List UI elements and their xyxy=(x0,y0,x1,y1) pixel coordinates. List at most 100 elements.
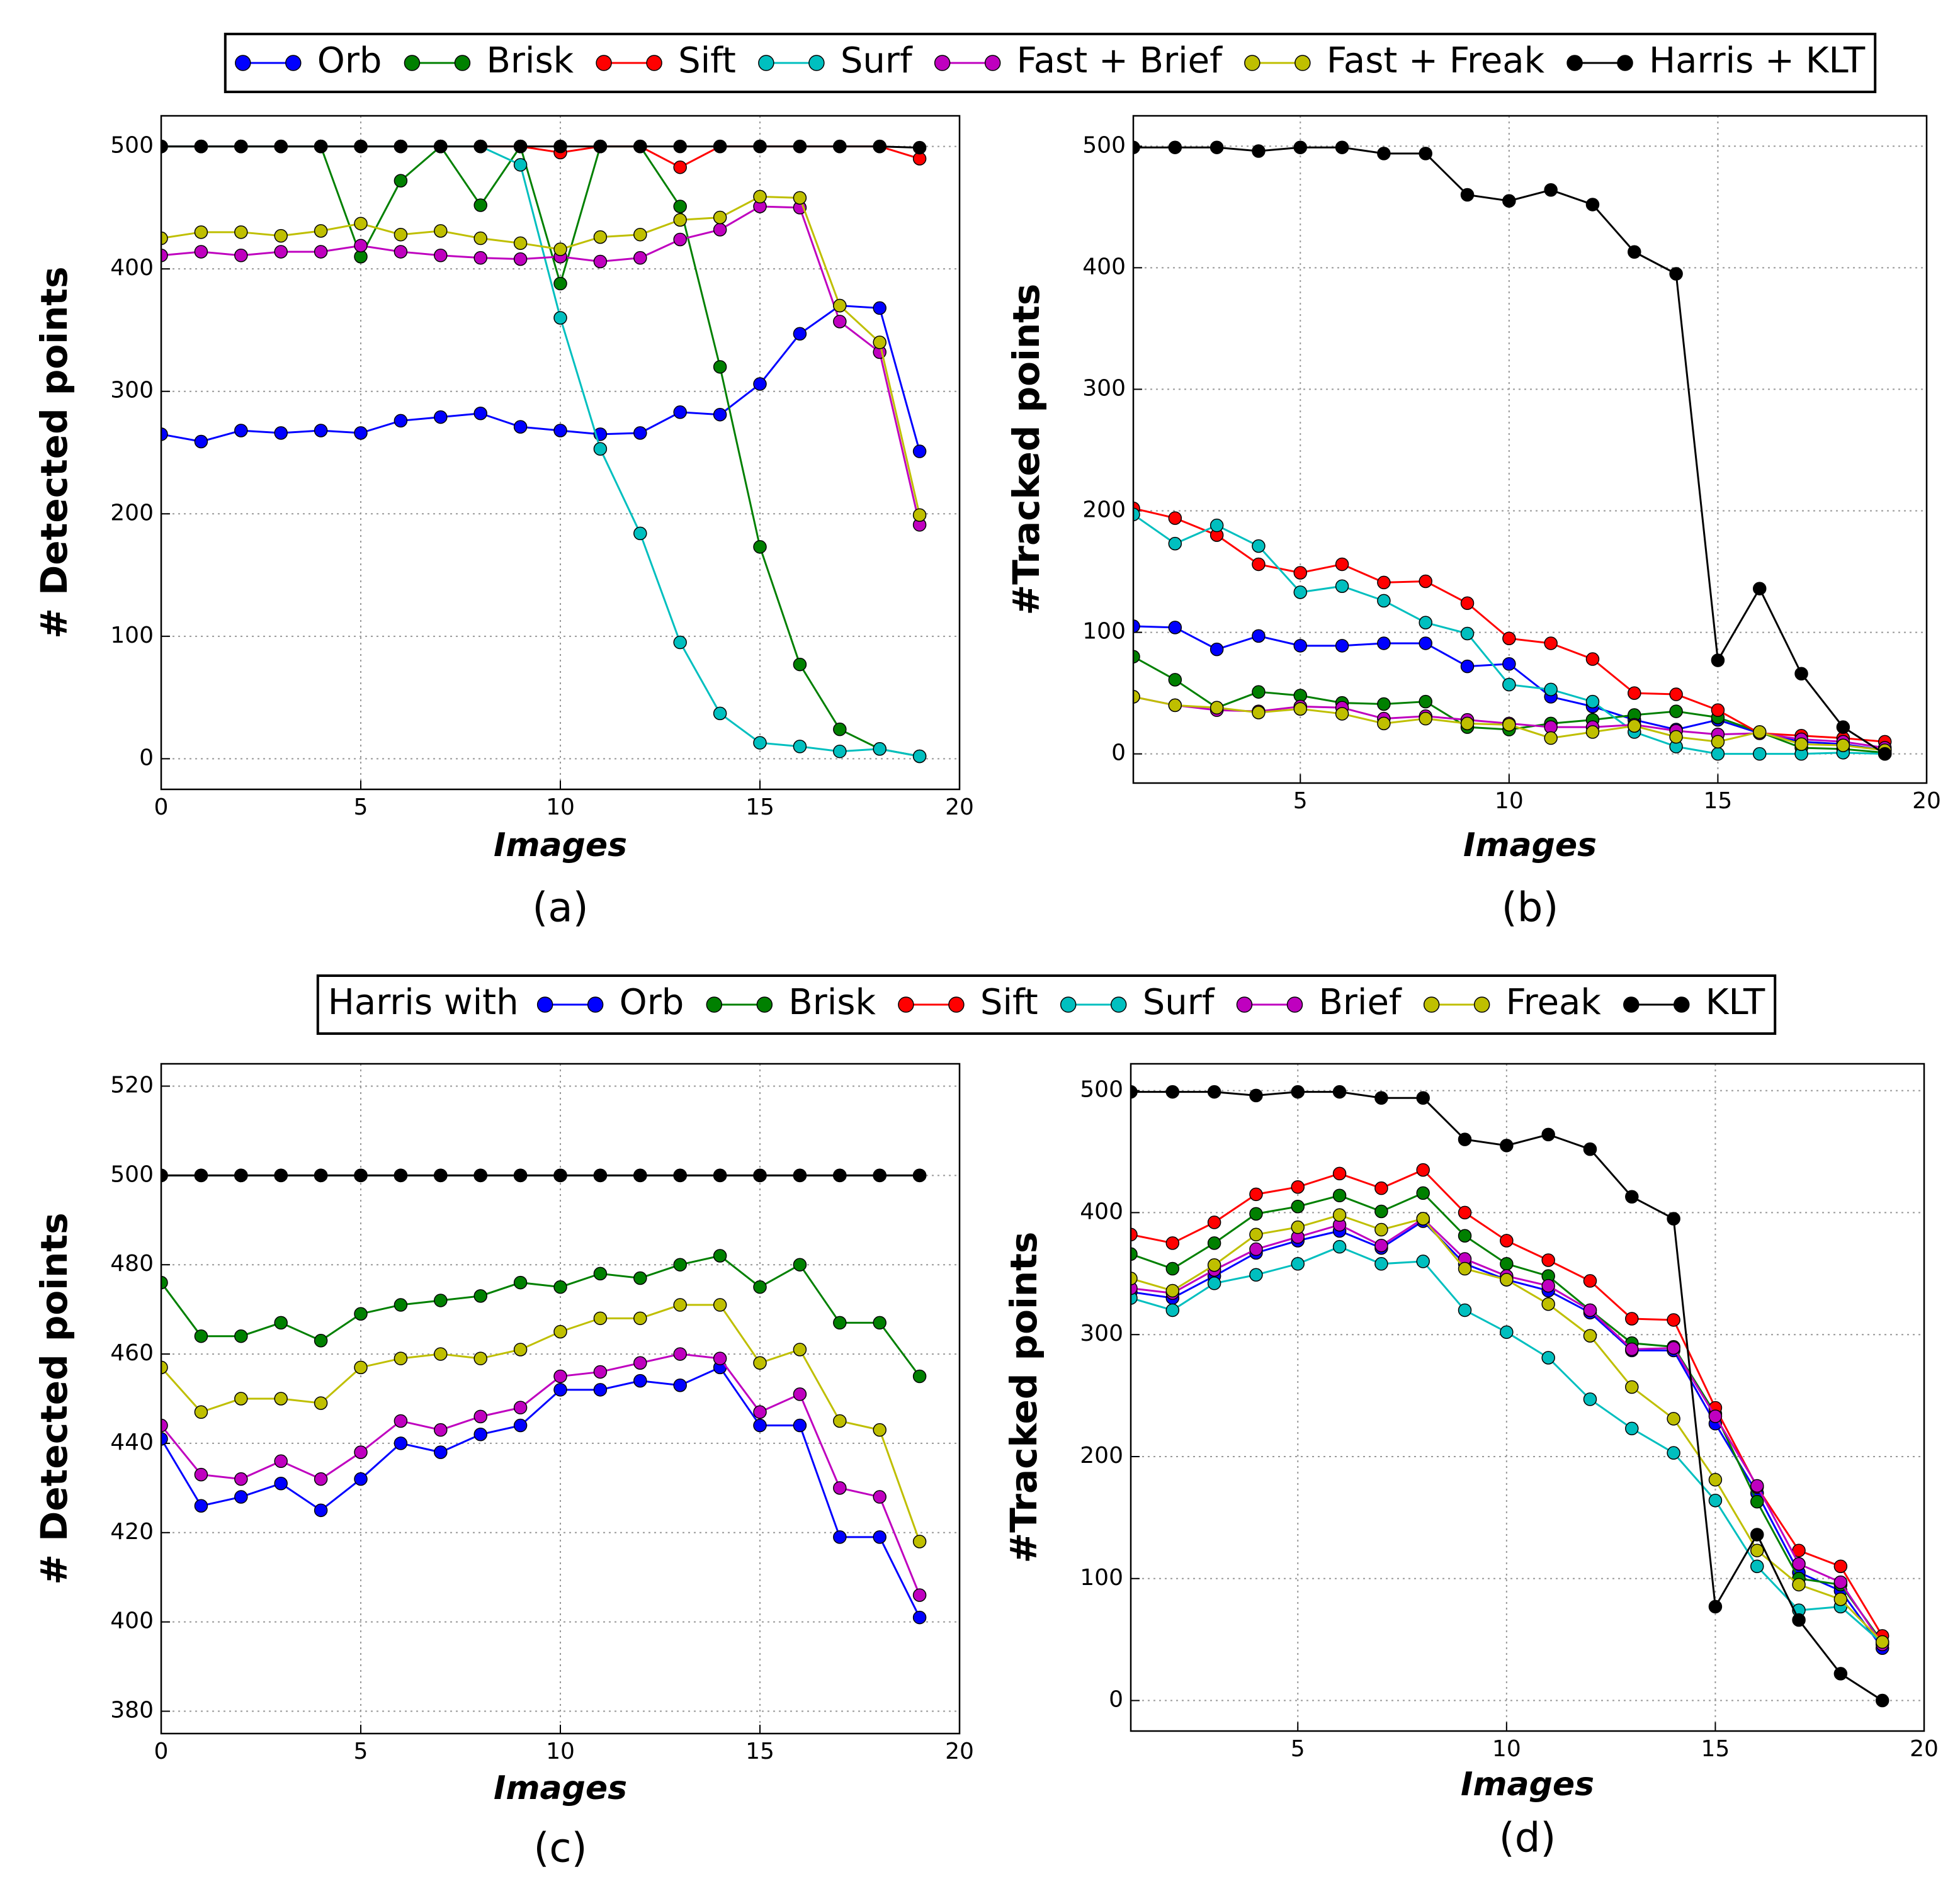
marker xyxy=(1419,711,1432,726)
marker xyxy=(1374,1222,1388,1237)
marker xyxy=(673,1378,687,1392)
marker xyxy=(1750,1543,1764,1557)
marker xyxy=(1377,697,1391,711)
marker xyxy=(553,1168,567,1183)
marker xyxy=(1833,1592,1848,1606)
y-tick-label: 480 xyxy=(110,1251,154,1277)
marker xyxy=(1168,673,1182,687)
y-tick-label: 0 xyxy=(139,745,154,770)
marker xyxy=(1335,579,1349,593)
x-tick-label: 20 xyxy=(1912,788,1941,814)
legend-marker xyxy=(1473,996,1490,1013)
marker xyxy=(1458,1205,1472,1220)
legend-label: Orb xyxy=(620,982,684,1023)
marker xyxy=(274,1168,288,1183)
marker xyxy=(1541,1297,1555,1311)
marker xyxy=(873,336,887,349)
marker xyxy=(1750,1494,1764,1509)
marker xyxy=(593,254,608,269)
marker xyxy=(673,635,687,650)
marker xyxy=(1708,1409,1723,1423)
legend-marker xyxy=(1060,996,1077,1013)
plot-area xyxy=(161,139,927,764)
legend-marker xyxy=(454,55,471,71)
marker xyxy=(1133,690,1140,704)
marker xyxy=(513,139,528,154)
marker xyxy=(513,1275,528,1290)
marker xyxy=(513,252,528,266)
marker xyxy=(314,1396,328,1410)
marker xyxy=(1131,1272,1138,1285)
y-tick-label: 500 xyxy=(110,133,154,159)
marker xyxy=(633,1311,647,1326)
marker xyxy=(1252,557,1266,572)
marker xyxy=(274,1454,288,1469)
marker xyxy=(1541,1127,1555,1142)
marker xyxy=(1544,682,1558,697)
marker xyxy=(1131,1291,1138,1305)
marker xyxy=(793,139,807,154)
marker xyxy=(1460,659,1475,674)
axes-frame xyxy=(1130,1063,1925,1732)
marker xyxy=(593,230,608,244)
marker xyxy=(1207,1236,1221,1250)
marker xyxy=(1207,1085,1221,1099)
marker xyxy=(753,736,767,750)
marker xyxy=(1165,1085,1180,1099)
marker xyxy=(1252,539,1266,553)
marker xyxy=(1131,1227,1138,1242)
marker xyxy=(753,189,767,204)
y-axis-label: #Tracked points xyxy=(1002,1232,1045,1564)
marker xyxy=(1502,657,1516,671)
marker xyxy=(314,1472,328,1486)
marker xyxy=(1708,1473,1723,1487)
y-tick-label: 400 xyxy=(1082,254,1126,279)
y-tick-label: 200 xyxy=(1080,1443,1123,1469)
marker xyxy=(434,1168,448,1183)
marker xyxy=(1711,747,1725,761)
x-tick-label: 10 xyxy=(1495,788,1524,814)
marker xyxy=(1544,731,1558,745)
marker xyxy=(1293,585,1308,599)
marker xyxy=(354,1445,368,1459)
marker xyxy=(912,749,927,764)
marker xyxy=(1291,1220,1305,1234)
marker xyxy=(394,1168,408,1183)
marker xyxy=(1419,147,1432,161)
legend-marker xyxy=(285,55,302,71)
legend-label: Fast + Freak xyxy=(1327,40,1545,81)
marker xyxy=(473,1168,487,1183)
marker xyxy=(673,232,687,247)
axes-frame xyxy=(1132,115,1928,784)
marker xyxy=(912,1168,927,1183)
marker xyxy=(314,245,328,259)
marker xyxy=(1133,140,1140,154)
axes-frame xyxy=(160,115,961,791)
marker xyxy=(274,245,288,259)
marker xyxy=(1752,747,1767,761)
marker xyxy=(1667,1341,1680,1355)
x-tick-label: 15 xyxy=(1704,788,1733,814)
marker xyxy=(234,1168,248,1183)
marker xyxy=(833,1316,847,1330)
marker xyxy=(753,1418,767,1433)
marker xyxy=(161,1275,168,1290)
legend: Orb Brisk Sift Surf Fast + Brief Fast + Freak… xyxy=(224,33,1877,93)
marker xyxy=(713,360,727,374)
legend-label: Orb xyxy=(317,40,382,81)
marker xyxy=(1792,1577,1806,1592)
marker xyxy=(1416,1255,1430,1268)
marker xyxy=(1711,653,1725,667)
marker xyxy=(1711,703,1725,717)
marker xyxy=(1502,631,1516,645)
marker xyxy=(161,1432,168,1446)
marker xyxy=(1794,737,1808,751)
marker xyxy=(473,1409,487,1424)
marker xyxy=(1669,267,1683,281)
marker xyxy=(633,139,647,154)
x-tick-label: 15 xyxy=(745,794,774,820)
marker xyxy=(793,1387,807,1401)
marker xyxy=(1374,1238,1388,1253)
x-tick-label: 5 xyxy=(1291,1736,1305,1762)
marker xyxy=(1293,702,1308,716)
